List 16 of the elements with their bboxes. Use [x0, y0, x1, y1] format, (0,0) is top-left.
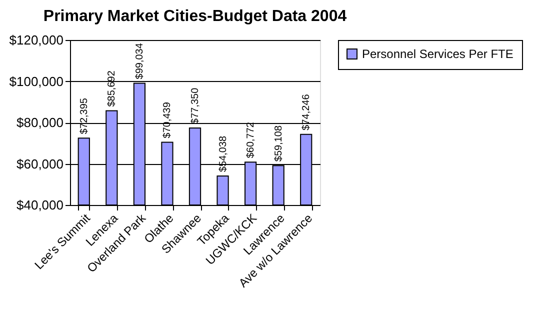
y-tick-label: $40,000: [16, 198, 64, 212]
legend-label: Personnel Services Per FTE: [362, 47, 514, 61]
text: $60,772: [246, 122, 257, 158]
text: $99,034: [134, 43, 146, 80]
text: $77,350: [190, 88, 201, 124]
text: $54,038: [218, 136, 229, 172]
y-tick-label: $120,000: [9, 32, 64, 48]
y-tick-label: $60,000: [16, 156, 64, 172]
y-tick-label: $80,000: [16, 115, 64, 130]
text: $74,246: [301, 94, 312, 130]
y-tick-label: $100,000: [9, 74, 64, 89]
text: $59,108: [273, 125, 284, 162]
text: $72,395: [78, 98, 90, 134]
text: $70,439: [162, 102, 174, 138]
text: $85,692: [106, 70, 118, 107]
chart-title: Primary Market Cities-Budget Data 2004: [43, 8, 347, 25]
